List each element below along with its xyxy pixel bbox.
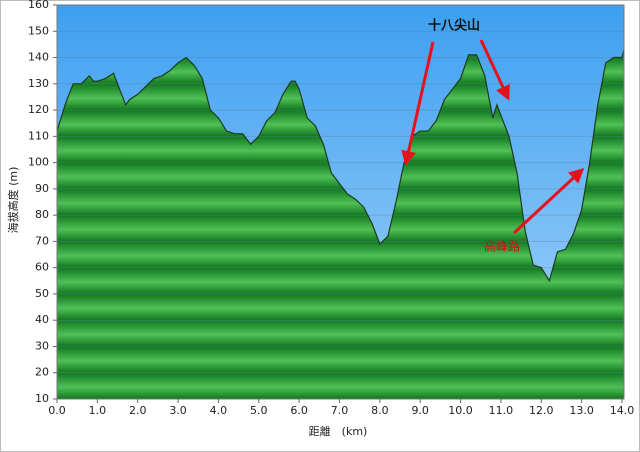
y-tick-label: 80 bbox=[35, 208, 49, 221]
x-tick-label: 6.0 bbox=[290, 404, 308, 417]
area-stripe bbox=[57, 293, 624, 321]
annotation-arrows bbox=[401, 39, 585, 235]
y-tick-label: 20 bbox=[35, 366, 49, 379]
x-tick-label: 10.0 bbox=[448, 404, 473, 417]
x-tick-label: 1.0 bbox=[89, 404, 107, 417]
y-tick-label: 100 bbox=[28, 156, 49, 169]
y-tick-label: 90 bbox=[35, 182, 49, 195]
y-tick-label: 60 bbox=[35, 261, 49, 274]
y-tick-label: 10 bbox=[35, 392, 49, 405]
y-tick-label: 110 bbox=[28, 129, 49, 142]
plot-border bbox=[56, 4, 625, 400]
x-tick-label: 12.0 bbox=[529, 404, 554, 417]
elevation-line bbox=[56, 49, 625, 283]
y-tick-label: 150 bbox=[28, 24, 49, 37]
y-tick-label: 160 bbox=[28, 0, 49, 11]
annotation: 高峰路 bbox=[484, 239, 520, 254]
x-tick-label: 5.0 bbox=[250, 404, 268, 417]
arrow bbox=[479, 39, 510, 101]
x-tick-label: 4.0 bbox=[210, 404, 228, 417]
area-stripe bbox=[57, 320, 624, 347]
x-axis-label: 距離 (km) bbox=[309, 424, 368, 438]
area-stripe bbox=[57, 372, 624, 399]
y-axis-label: 海拔高度 (m) bbox=[6, 167, 20, 234]
y-tick-label: 30 bbox=[35, 339, 49, 352]
x-tick-label: 9.0 bbox=[411, 404, 429, 417]
x-tick-label: 0.0 bbox=[48, 404, 66, 417]
x-tick-label: 2.0 bbox=[129, 404, 147, 417]
x-tick-label: 7.0 bbox=[331, 404, 349, 417]
x-tick-label: 11.0 bbox=[489, 404, 514, 417]
area-stripe bbox=[57, 267, 624, 294]
y-tick-label: 130 bbox=[28, 77, 49, 90]
x-tick-label: 3.0 bbox=[169, 404, 187, 417]
x-tick-label: 13.0 bbox=[569, 404, 594, 417]
y-tick-label: 70 bbox=[35, 234, 49, 247]
y-tick-label: 40 bbox=[35, 313, 49, 326]
arrow bbox=[401, 41, 435, 166]
x-tick-label: 8.0 bbox=[371, 404, 389, 417]
y-tick-label: 50 bbox=[35, 287, 49, 300]
y-tick-label: 120 bbox=[28, 103, 49, 116]
annotation: 十八尖山 bbox=[428, 18, 480, 34]
y-tick-label: 140 bbox=[28, 51, 49, 64]
arrow bbox=[512, 167, 585, 235]
area-stripe bbox=[57, 346, 624, 373]
x-tick-label: 14.0 bbox=[610, 404, 635, 417]
